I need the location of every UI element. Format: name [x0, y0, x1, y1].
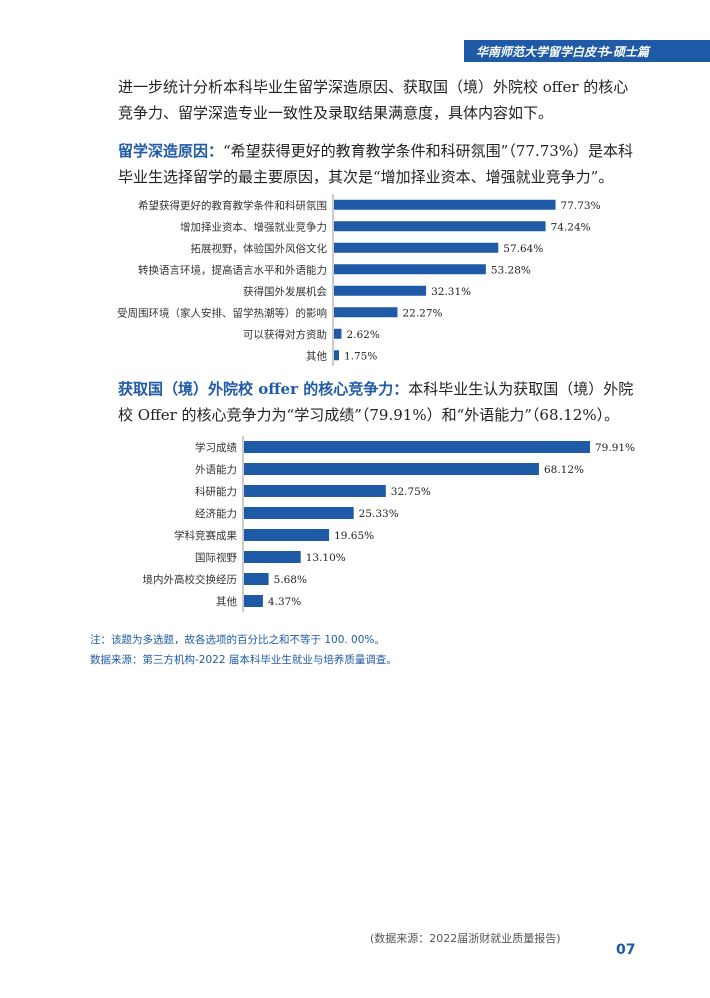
reason-value-label: 57.64%	[503, 243, 543, 255]
competitiveness-category-label: 学习成绩	[195, 441, 237, 454]
reason-bar	[334, 242, 499, 253]
data-source-note: 数据来源：第三方机构-2022 届本科毕业生就业与培养质量调查。	[90, 654, 397, 666]
reason-bar	[334, 328, 342, 339]
reason-value-label: 2.62%	[346, 329, 379, 341]
competitiveness-bar	[244, 529, 330, 541]
reason-value-label: 53.28%	[491, 264, 531, 276]
page-number: 07	[616, 942, 636, 958]
header-title: 华南师范大学留学白皮书-硕士篇	[476, 45, 649, 59]
section1-text: “希望获得更好的教育教学条件和科研氛围”（77.73%）是本科毕业生选择留学的最…	[118, 142, 634, 186]
competitiveness-category-label: 科研能力	[195, 485, 237, 498]
competitiveness-bar	[244, 573, 269, 585]
competitiveness-category-label: 境内外高校交换经历	[143, 573, 238, 586]
competitiveness-value-label: 79.91%	[595, 442, 635, 454]
section1-heading: 留学深造原因：	[118, 142, 224, 160]
reason-category-label: 希望获得更好的教育教学条件和科研氛围	[138, 199, 327, 212]
competitiveness-value-label: 4.37%	[268, 596, 301, 608]
reason-value-label: 32.31%	[431, 286, 471, 298]
footer-source: (数据来源：2022届浙财就业质量报告)	[370, 932, 561, 945]
reason-category-label: 受周围环境（家人安排、留学热潮等）的影响	[117, 306, 327, 319]
chart-study-reasons-svg: 希望获得更好的教育教学条件和科研氛围 77.73% 增加择业资本、增强就业竞争力 74…	[117, 194, 601, 366]
chart-core-competitiveness-svg: 学习成绩 79.91% 外语能力 68.12% 科研能力 32.75% 经济能力 25.33%…	[143, 436, 635, 612]
reason-category-label: 转换语言环境，提高语言水平和外语能力	[138, 263, 327, 276]
competitiveness-category-label: 其他	[216, 595, 237, 608]
reason-bar	[334, 285, 427, 296]
reason-bar	[334, 199, 556, 210]
competitiveness-category-label: 经济能力	[195, 507, 237, 520]
competitiveness-value-label: 13.10%	[306, 552, 346, 564]
header-bar: 华南师范大学留学白皮书-硕士篇	[464, 40, 710, 62]
competitiveness-category-label: 外语能力	[195, 463, 237, 476]
competitiveness-bar	[244, 463, 539, 475]
intro-paragraph: 进一步统计分析本科毕业生留学深造原因、获取国（境）外院校 offer 的核心竞争…	[118, 78, 629, 122]
reason-category-label: 拓展视野，体验国外风俗文化	[191, 242, 328, 255]
competitiveness-category-label: 国际视野	[195, 551, 237, 564]
section2-paragraph: 获取国（境）外院校 offer 的核心竞争力：本科毕业生认为获取国（境）外院校 …	[118, 376, 638, 428]
chart-note: 注：该题为多选题，故各选项的百分比之和不等于 100. 00%。	[90, 634, 385, 646]
reason-category-label: 可以获得对方资助	[243, 328, 327, 341]
reason-value-label: 77.73%	[561, 200, 601, 212]
competitiveness-category-label: 学科竞赛成果	[174, 529, 237, 542]
chart-core-competitiveness: 学习成绩 79.91% 外语能力 68.12% 科研能力 32.75% 经济能力 25.33%…	[80, 436, 640, 616]
competitiveness-value-label: 25.33%	[359, 508, 399, 520]
competitiveness-bar	[244, 595, 263, 607]
competitiveness-value-label: 68.12%	[544, 464, 584, 476]
section1-paragraph: 留学深造原因：“希望获得更好的教育教学条件和科研氛围”（77.73%）是本科毕业…	[118, 138, 638, 190]
reason-value-label: 74.24%	[551, 221, 591, 233]
reason-value-label: 1.75%	[344, 350, 377, 362]
reason-bar	[334, 221, 546, 232]
reason-bar	[334, 264, 486, 275]
reason-value-label: 22.27%	[402, 307, 442, 319]
reason-category-label: 其他	[306, 349, 327, 362]
competitiveness-bar	[244, 551, 301, 563]
competitiveness-bar	[244, 507, 354, 519]
reason-category-label: 增加择业资本、增强就业竞争力	[180, 220, 327, 233]
competitiveness-value-label: 19.65%	[334, 530, 374, 542]
section2-heading: 获取国（境）外院校 offer 的核心竞争力：	[118, 380, 409, 398]
competitiveness-value-label: 5.68%	[274, 574, 307, 586]
competitiveness-bar	[244, 485, 386, 497]
chart-study-reasons: 希望获得更好的教育教学条件和科研氛围 77.73% 增加择业资本、增强就业竞争力 74…	[80, 194, 640, 366]
section2-text: 本科毕业生认为获取国（境）外院校 Offer 的核心竞争力为“学习成绩”（79.…	[118, 380, 634, 424]
reason-category-label: 获得国外发展机会	[243, 285, 327, 298]
competitiveness-bar	[244, 441, 591, 453]
competitiveness-value-label: 32.75%	[391, 486, 431, 498]
reason-bar	[334, 350, 339, 361]
reason-bar	[334, 307, 398, 318]
